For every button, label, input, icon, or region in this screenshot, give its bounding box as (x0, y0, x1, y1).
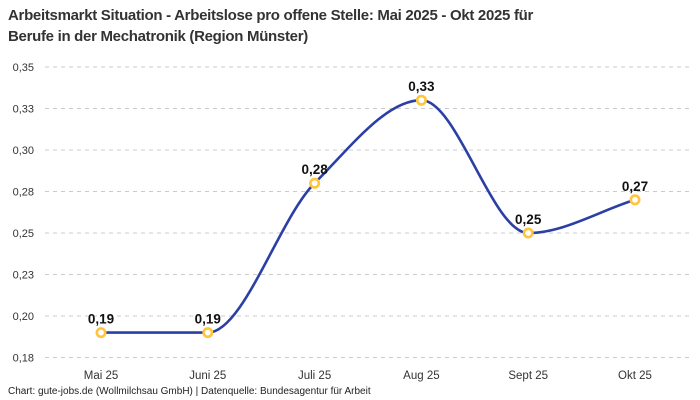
data-point-marker (309, 177, 321, 189)
y-axis-tick-label: 0,23 (13, 270, 34, 282)
y-axis-tick-label: 0,30 (13, 145, 34, 157)
data-point-marker (522, 227, 534, 239)
data-point-marker (629, 194, 641, 206)
data-point-marker (415, 94, 427, 106)
y-axis-tick-label: 0,35 (13, 62, 34, 74)
x-axis-tick-label: Okt 25 (618, 370, 652, 382)
x-axis-tick-label: Juni 25 (189, 370, 226, 382)
x-axis-tick-label: Juli 25 (298, 370, 331, 382)
chart-title-line1: Arbeitsmarkt Situation - Arbeitslose pro… (8, 7, 534, 24)
data-point-label: 0,27 (622, 179, 648, 194)
data-point-label: 0,28 (301, 162, 328, 177)
data-point-marker (202, 327, 214, 339)
y-axis-tick-label: 0,18 (13, 353, 34, 365)
y-axis-tick-label: 0,25 (13, 228, 34, 240)
x-axis-tick-label: Mai 25 (84, 370, 119, 382)
data-series-line (99, 98, 637, 334)
chart-title: Arbeitsmarkt Situation - Arbeitslose pro… (8, 5, 684, 47)
chart-footer: Chart: gute-jobs.de (Wollmilchsau GmbH) … (8, 386, 371, 397)
y-axis-tick-label: 0,33 (13, 104, 34, 116)
y-axis-tick-label: 0,28 (13, 187, 34, 199)
data-point-label: 0,25 (515, 212, 542, 227)
y-axis-tick-label: 0,20 (13, 311, 34, 323)
data-point-marker (95, 327, 107, 339)
data-point-label: 0,19 (88, 312, 114, 327)
x-axis-tick-label: Sept 25 (508, 370, 548, 382)
data-point-label: 0,19 (195, 312, 221, 327)
chart-title-line2: Berufe in der Mechatronik (Region Münste… (8, 28, 308, 45)
x-axis-tick-label: Aug 25 (403, 370, 439, 382)
data-point-label: 0,33 (408, 79, 435, 94)
